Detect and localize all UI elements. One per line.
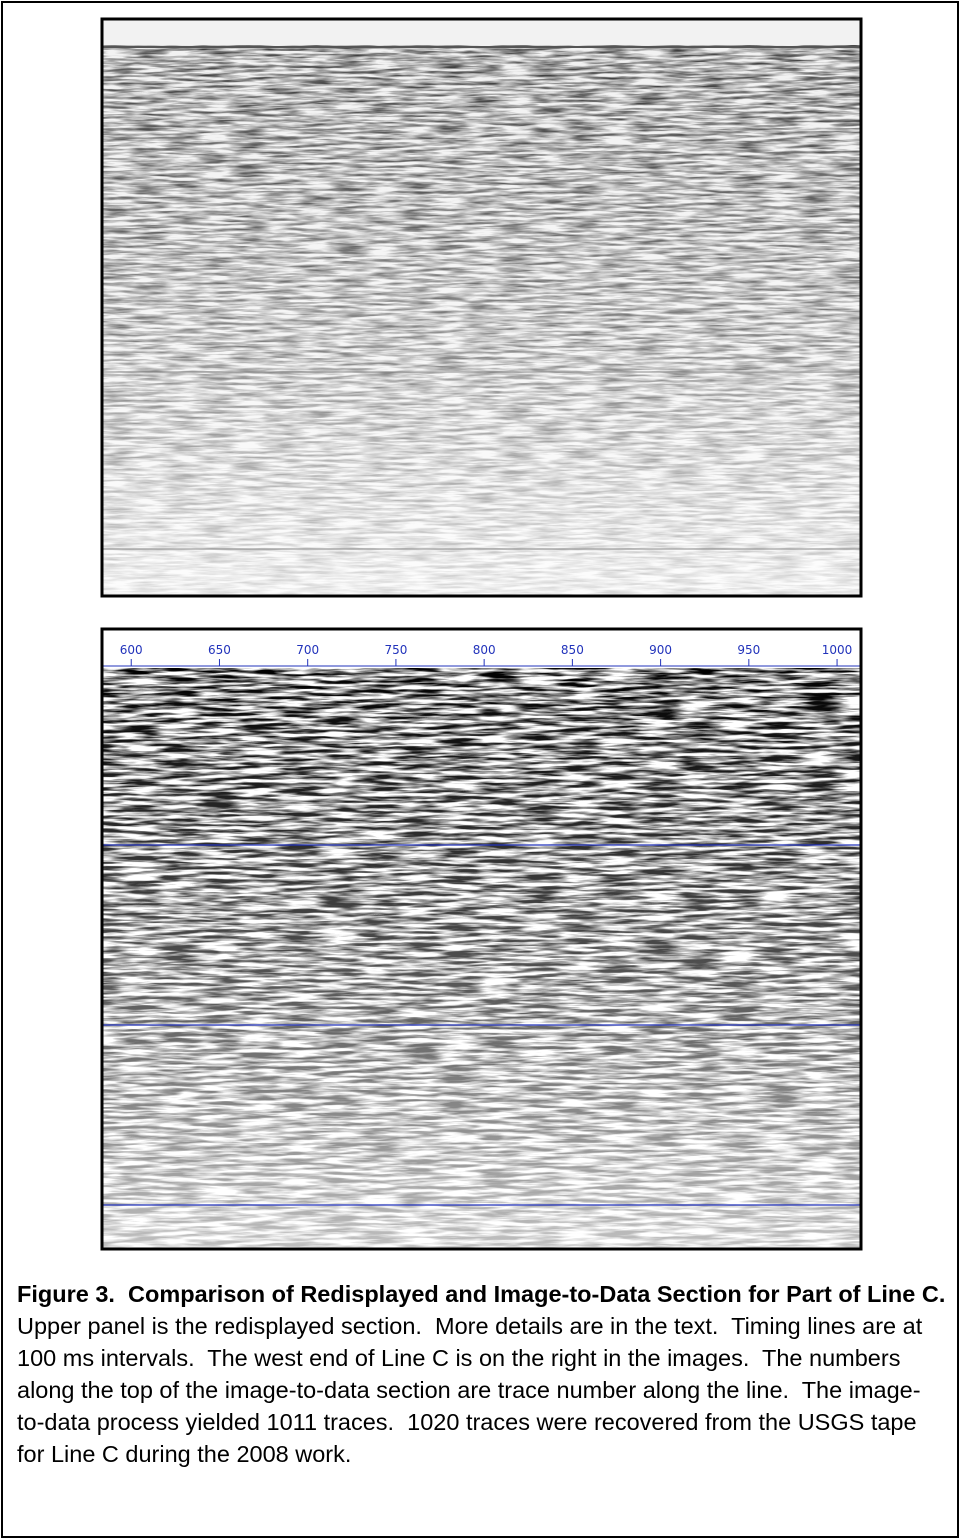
figure: 600 650 700 750 800 850 900 950 1000 (100, 17, 863, 1251)
x-tick-label: 700 (296, 643, 319, 657)
trace-axis: 600 650 700 750 800 850 900 950 1000 (120, 643, 853, 666)
x-tick-label: 900 (649, 643, 672, 657)
x-tick-label: 600 (120, 643, 143, 657)
lower-fade (103, 668, 860, 1248)
x-tick-label: 850 (561, 643, 584, 657)
x-tick-label: 650 (208, 643, 231, 657)
x-tick-label: 750 (384, 643, 407, 657)
x-tick-label: 1000 (822, 643, 853, 657)
caption-title: Figure 3. Comparison of Redisplayed and … (17, 1281, 946, 1307)
caption-text: Upper panel is the redisplayed section. … (17, 1281, 959, 1467)
upper-panel-border (100, 17, 863, 598)
upper-fade (103, 45, 860, 595)
figure-caption: Figure 3. Comparison of Redisplayed and … (17, 1278, 947, 1470)
lower-panel-border (100, 627, 863, 1251)
x-tick-label: 950 (737, 643, 760, 657)
x-tick-label: 800 (473, 643, 496, 657)
